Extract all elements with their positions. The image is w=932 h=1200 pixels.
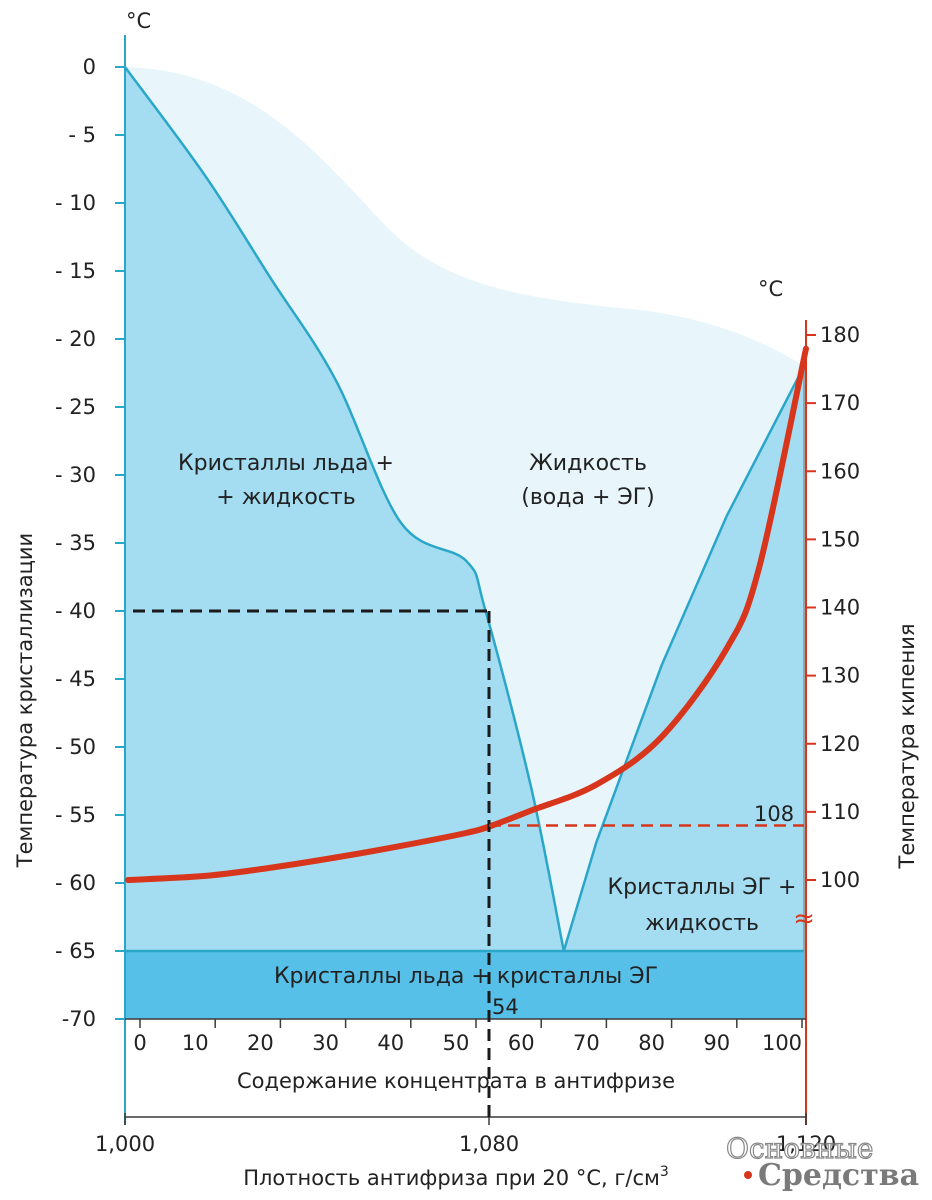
region-eg-liquid-line2: жидкость (645, 911, 759, 936)
right-tick-label: 100 (820, 868, 860, 892)
density-axis-title: Плотность антифриза при 20 °C, г/см3 (243, 1164, 669, 1190)
region-ice-liquid-line1: Кристаллы льда + (178, 451, 394, 476)
left-tick-label: - 35 (55, 531, 96, 555)
watermark-line1: Основные (726, 1132, 873, 1165)
concentration-axis-ticks: 0 10 20 30 40 50 60 70 80 90 100 (125, 1018, 806, 1055)
right-tick-label: 120 (820, 732, 860, 756)
right-tick-label: 150 (820, 527, 860, 551)
density-axis-ticks: 1,000 1,080 1,120 (95, 1113, 836, 1156)
concentration-tick-label: 70 (573, 1031, 600, 1055)
marker-108: 108 (754, 802, 794, 826)
concentration-tick-label: 40 (377, 1031, 404, 1055)
concentration-tick-label: 100 (762, 1031, 802, 1055)
region-ice-eg: Кристаллы льда + кристаллы ЭГ (274, 964, 658, 989)
region-eg-liquid-line1: Кристаллы ЭГ + (608, 875, 797, 900)
left-tick-label: -70 (62, 1007, 96, 1031)
right-axis-unit: °C (758, 277, 783, 301)
concentration-tick-label: 10 (182, 1031, 209, 1055)
left-tick-label: - 60 (55, 871, 96, 895)
freezing-curve-eg (562, 365, 806, 952)
concentration-tick-label: 30 (312, 1031, 339, 1055)
eg-liquid-region (563, 366, 804, 951)
left-tick-label: - 65 (55, 939, 96, 963)
density-tick-label: 1,120 (776, 1132, 836, 1156)
concentration-tick-label: 0 (133, 1031, 146, 1055)
right-tick-label: 160 (820, 459, 860, 483)
boiling-curve (125, 345, 809, 883)
left-tick-label: 0 (83, 55, 96, 79)
left-tick-label: - 20 (55, 327, 96, 351)
concentration-tick-label: 80 (638, 1031, 665, 1055)
right-tick-label: 140 (820, 596, 860, 620)
watermark-line2: Средства (758, 1158, 919, 1193)
left-tick-label: - 25 (55, 395, 96, 419)
right-axis-ticks: 100 110 120 130 140 150 160 170 180 (806, 323, 860, 892)
concentration-tick-label: 20 (247, 1031, 274, 1055)
left-axis-title: Температура кристаллизации (13, 533, 37, 868)
right-tick-label: 110 (820, 800, 860, 824)
axis-break-mark: ≈ (793, 904, 815, 934)
right-tick-label: 180 (820, 323, 860, 347)
left-tick-label: - 45 (55, 667, 96, 691)
ice-liquid-region (125, 67, 564, 951)
density-tick-label: 1,080 (459, 1132, 519, 1156)
freezing-curve-ice (123, 66, 566, 952)
concentration-tick-label: 90 (703, 1031, 730, 1055)
left-axis-ticks: 0 - 5 - 10 - 15 - 20 - 25 - 30 - 35 - 40 - 45 - 50… (55, 55, 125, 1031)
left-tick-label: - 30 (55, 463, 96, 487)
left-tick-label: - 10 (55, 191, 96, 215)
left-axis-unit: °C (126, 9, 151, 33)
left-tick-label: - 15 (55, 259, 96, 283)
watermark-dot (744, 1171, 752, 1179)
left-tick-label: - 50 (55, 735, 96, 759)
region-liquid-line1: Жидкость (529, 451, 647, 476)
concentration-tick-label: 50 (443, 1031, 470, 1055)
left-tick-label: - 40 (55, 599, 96, 623)
concentration-tick-label: 60 (508, 1031, 535, 1055)
density-tick-label: 1,000 (95, 1132, 155, 1156)
right-tick-label: 130 (820, 664, 860, 688)
left-tick-label: - 55 (55, 803, 96, 827)
liquid-region (125, 67, 804, 951)
right-tick-label: 170 (820, 391, 860, 415)
marker-54: 54 (492, 995, 519, 1019)
eutectic-band (125, 951, 806, 1019)
region-ice-liquid-line2: + жидкость (216, 485, 355, 510)
right-axis-title: Температура кипения (895, 624, 919, 870)
left-tick-label: - 5 (68, 123, 96, 147)
concentration-axis-title: Содержание концентрата в антифризе (237, 1069, 675, 1093)
region-liquid-line2: (вода + ЭГ) (521, 485, 654, 510)
